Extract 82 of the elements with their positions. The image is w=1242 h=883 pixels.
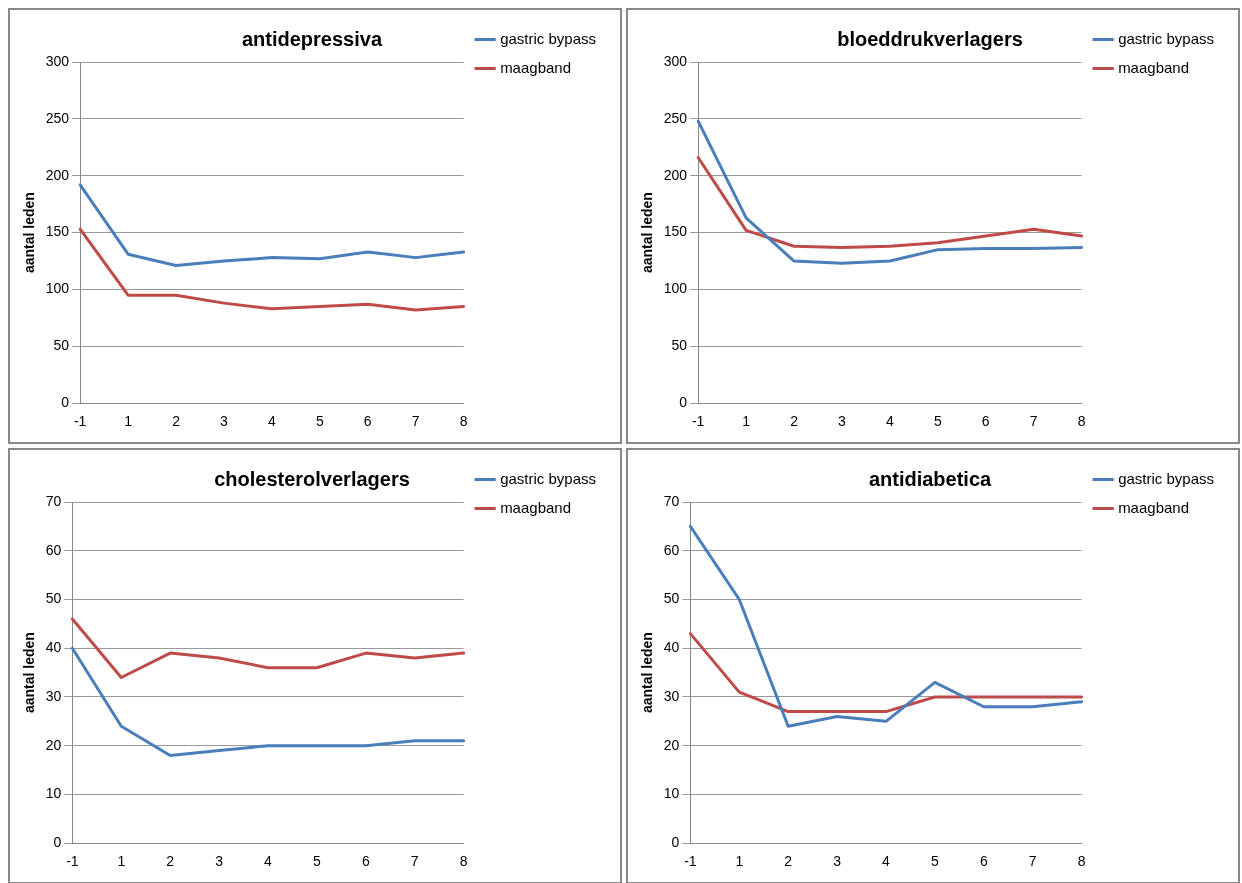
x-tick-label: 7 <box>411 413 420 430</box>
y-tick-label: 70 <box>663 492 680 509</box>
y-tick-label: 150 <box>663 223 688 240</box>
legend-label: maagband <box>500 498 572 516</box>
x-tick-label: 7 <box>410 853 419 870</box>
x-tick-label: 4 <box>882 853 891 870</box>
y-tick-label: 50 <box>663 590 680 607</box>
y-tick-label: 100 <box>45 280 70 297</box>
x-tick-label: 1 <box>124 413 133 430</box>
x-tick-label: -1 <box>66 853 79 870</box>
x-tick-label: 2 <box>790 413 799 430</box>
legend-label: gastric bypass <box>500 469 596 487</box>
y-tick-label: 50 <box>671 337 688 354</box>
y-tick-label: 40 <box>663 639 680 656</box>
x-tick-label: 5 <box>313 853 322 870</box>
y-tick-label: 10 <box>45 785 62 802</box>
x-tick-label: 6 <box>979 853 988 870</box>
y-tick-label: 20 <box>663 736 680 753</box>
legend-label: gastric bypass <box>500 29 596 47</box>
legend-label: gastric bypass <box>1118 469 1214 487</box>
y-tick-label: 70 <box>45 492 62 509</box>
chart-title: antidiabetica <box>868 467 992 490</box>
x-tick-label: 8 <box>1077 853 1086 870</box>
chart-title: cholesterolverlagers <box>214 467 410 490</box>
legend-label: maagband <box>1118 498 1190 516</box>
y-tick-label: 0 <box>61 394 70 411</box>
x-tick-label: 1 <box>735 853 744 870</box>
y-tick-label: 300 <box>45 52 70 69</box>
y-tick-label: 200 <box>663 166 688 183</box>
y-tick-label: 50 <box>45 590 62 607</box>
y-tick-label: 150 <box>45 223 70 240</box>
y-axis-title: aantal leden <box>639 632 656 714</box>
x-tick-label: 3 <box>838 413 847 430</box>
x-tick-label: 4 <box>264 853 273 870</box>
legend-label: maagband <box>1118 58 1190 76</box>
y-axis-title: aantal leden <box>21 192 38 274</box>
chart-title: antidepressiva <box>241 27 383 50</box>
x-tick-label: 3 <box>833 853 842 870</box>
x-tick-label: 2 <box>166 853 175 870</box>
x-tick-label: 7 <box>1029 413 1038 430</box>
x-tick-label: 7 <box>1028 853 1037 870</box>
x-tick-label: 2 <box>784 853 793 870</box>
y-tick-label: 40 <box>45 639 62 656</box>
x-tick-label: 8 <box>459 853 468 870</box>
y-tick-label: 0 <box>671 834 680 851</box>
y-tick-label: 20 <box>45 736 62 753</box>
x-tick-label: 6 <box>363 413 372 430</box>
legend-label: maagband <box>500 58 572 76</box>
y-tick-label: 200 <box>45 166 70 183</box>
x-tick-label: 5 <box>315 413 324 430</box>
x-tick-label: 3 <box>215 853 224 870</box>
x-tick-label: 5 <box>933 413 942 430</box>
x-tick-label: 1 <box>742 413 751 430</box>
y-tick-label: 0 <box>679 394 688 411</box>
x-tick-label: -1 <box>73 413 87 430</box>
y-axis-title: aantal leden <box>21 632 38 714</box>
y-tick-label: 250 <box>663 109 688 126</box>
y-tick-label: 30 <box>45 687 62 704</box>
y-tick-label: 0 <box>53 834 62 851</box>
y-tick-label: 60 <box>45 541 62 558</box>
x-tick-label: 6 <box>361 853 370 870</box>
y-tick-label: 50 <box>53 337 70 354</box>
y-axis-title: aantal leden <box>639 192 656 274</box>
legend-label: gastric bypass <box>1118 29 1214 47</box>
x-tick-label: 8 <box>1077 413 1086 430</box>
x-tick-label: 3 <box>220 413 229 430</box>
x-tick-label: 4 <box>267 413 276 430</box>
x-tick-label: 2 <box>172 413 181 430</box>
y-tick-label: 60 <box>663 541 680 558</box>
x-tick-label: 1 <box>117 853 126 870</box>
y-tick-label: 10 <box>663 785 680 802</box>
x-tick-label: 4 <box>885 413 894 430</box>
x-tick-label: -1 <box>684 853 697 870</box>
y-tick-label: 100 <box>663 280 688 297</box>
x-tick-label: -1 <box>691 413 705 430</box>
chart-title: bloeddrukverlagers <box>837 27 1023 50</box>
y-tick-label: 250 <box>45 109 70 126</box>
y-tick-label: 300 <box>663 52 688 69</box>
x-tick-label: 5 <box>931 853 940 870</box>
x-tick-label: 6 <box>981 413 990 430</box>
y-tick-label: 30 <box>663 687 680 704</box>
x-tick-label: 8 <box>459 413 468 430</box>
